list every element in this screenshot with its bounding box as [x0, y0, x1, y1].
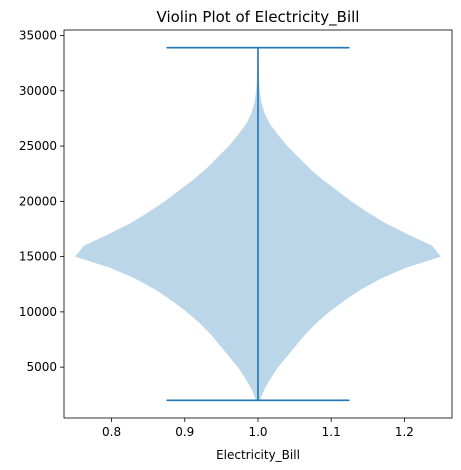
- y-tick-label: 10000: [19, 305, 57, 319]
- chart-title: Violin Plot of Electricity_Bill: [157, 8, 360, 27]
- y-tick-label: 25000: [19, 139, 57, 153]
- x-axis-label: Electricity_Bill: [216, 448, 300, 462]
- x-tick-label: 1.1: [322, 425, 341, 439]
- y-tick-label: 35000: [19, 29, 57, 43]
- y-tick-label: 20000: [19, 194, 57, 208]
- x-tick-label: 1.2: [395, 425, 414, 439]
- y-tick-label: 5000: [26, 360, 57, 374]
- y-tick-label: 15000: [19, 250, 57, 264]
- x-tick-label: 0.9: [175, 425, 194, 439]
- plot-area: [74, 46, 442, 402]
- x-tick-label: 0.8: [102, 425, 121, 439]
- y-tick-label: 30000: [19, 84, 57, 98]
- x-axis: 0.8 0.9 1.0 1.1 1.2: [102, 418, 414, 439]
- y-axis: 5000 10000 15000 20000 25000 30000 35000: [19, 29, 64, 374]
- x-tick-label: 1.0: [248, 425, 267, 439]
